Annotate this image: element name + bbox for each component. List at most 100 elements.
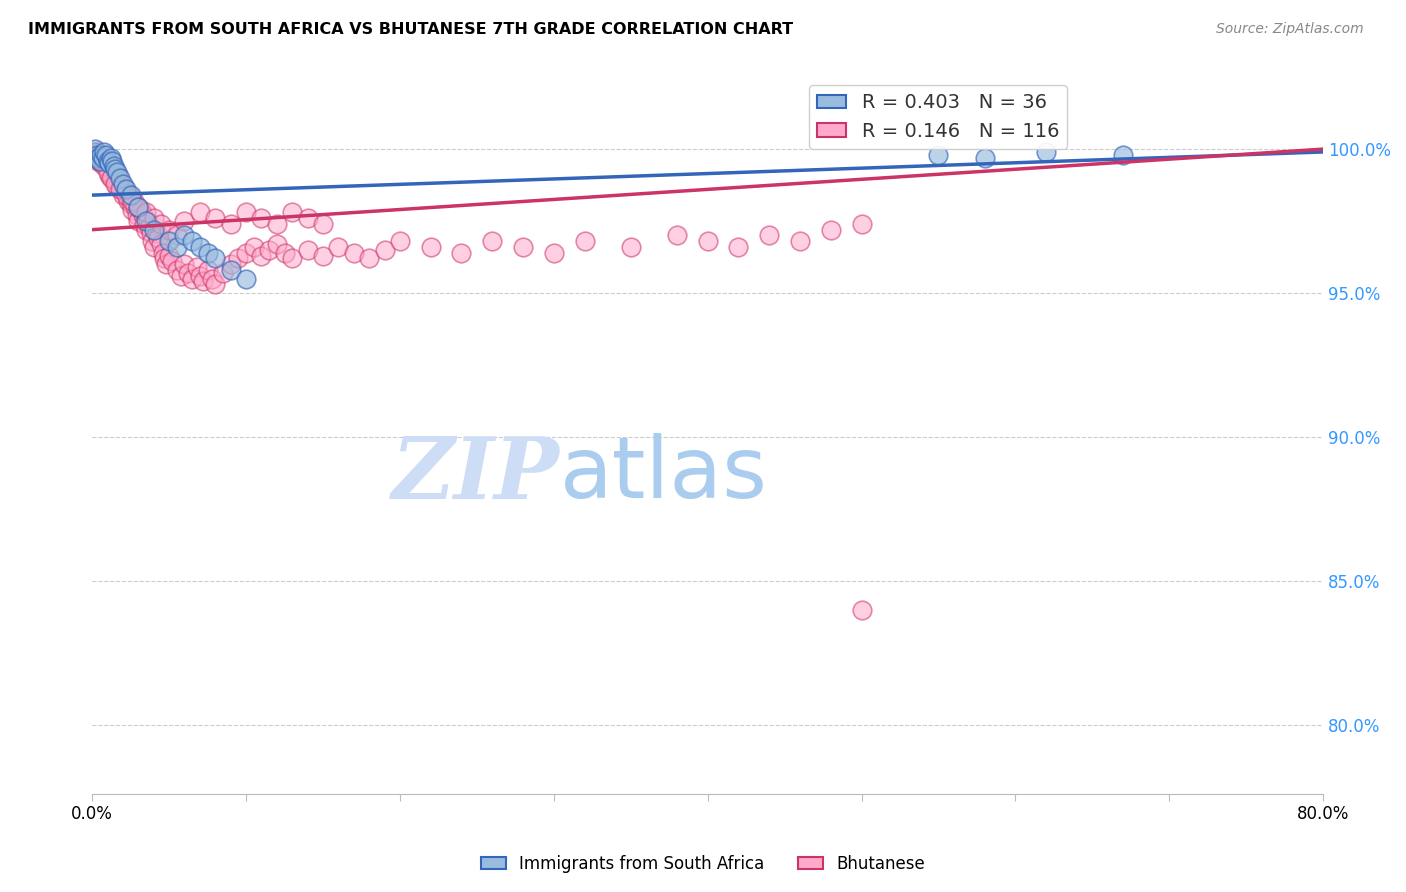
Point	[138, 219, 160, 234]
Point	[388, 234, 411, 248]
Point	[150, 217, 173, 231]
Point	[118, 188, 141, 202]
Point	[297, 243, 319, 257]
Point	[93, 160, 115, 174]
Point	[142, 211, 165, 226]
Point	[105, 179, 128, 194]
Point	[219, 257, 242, 271]
Point	[235, 271, 257, 285]
Point	[91, 148, 114, 162]
Point	[98, 156, 121, 170]
Point	[100, 162, 122, 177]
Point	[727, 240, 749, 254]
Point	[134, 217, 156, 231]
Point	[105, 165, 128, 179]
Point	[121, 202, 143, 217]
Point	[111, 188, 134, 202]
Point	[97, 153, 120, 168]
Point	[242, 240, 264, 254]
Point	[181, 234, 204, 248]
Point	[136, 214, 159, 228]
Point	[266, 217, 288, 231]
Point	[127, 200, 149, 214]
Point	[86, 145, 108, 159]
Point	[1035, 145, 1057, 159]
Point	[90, 148, 112, 162]
Point	[94, 148, 117, 162]
Point	[851, 602, 873, 616]
Point	[201, 271, 224, 285]
Point	[266, 237, 288, 252]
Point	[181, 271, 204, 285]
Point	[132, 208, 155, 222]
Point	[155, 257, 177, 271]
Point	[574, 234, 596, 248]
Point	[93, 145, 115, 159]
Point	[101, 153, 124, 168]
Point	[117, 194, 139, 208]
Point	[820, 222, 842, 236]
Point	[273, 245, 295, 260]
Point	[665, 228, 688, 243]
Point	[86, 148, 108, 162]
Point	[135, 214, 157, 228]
Point	[89, 151, 111, 165]
Point	[153, 252, 176, 266]
Point	[188, 240, 211, 254]
Point	[100, 151, 122, 165]
Point	[235, 245, 257, 260]
Point	[543, 245, 565, 260]
Point	[131, 202, 153, 217]
Point	[204, 277, 226, 292]
Point	[87, 148, 110, 162]
Point	[121, 194, 143, 208]
Text: IMMIGRANTS FROM SOUTH AFRICA VS BHUTANESE 7TH GRADE CORRELATION CHART: IMMIGRANTS FROM SOUTH AFRICA VS BHUTANES…	[28, 22, 793, 37]
Point	[142, 222, 165, 236]
Point	[188, 268, 211, 283]
Point	[122, 194, 145, 208]
Point	[111, 177, 134, 191]
Point	[328, 240, 350, 254]
Point	[115, 186, 138, 200]
Point	[93, 153, 115, 168]
Point	[141, 234, 163, 248]
Point	[115, 188, 138, 202]
Point	[97, 165, 120, 179]
Point	[758, 228, 780, 243]
Text: atlas: atlas	[560, 434, 768, 516]
Point	[157, 234, 180, 248]
Point	[83, 145, 105, 159]
Point	[108, 177, 131, 191]
Point	[114, 179, 136, 194]
Point	[90, 156, 112, 170]
Point	[120, 196, 142, 211]
Point	[139, 226, 162, 240]
Point	[359, 252, 381, 266]
Point	[419, 240, 441, 254]
Text: ZIP: ZIP	[392, 433, 560, 516]
Point	[219, 217, 242, 231]
Point	[186, 260, 208, 274]
Point	[115, 182, 138, 196]
Point	[1112, 148, 1135, 162]
Point	[125, 208, 148, 222]
Point	[166, 263, 188, 277]
Point	[160, 254, 183, 268]
Point	[851, 217, 873, 231]
Point	[157, 249, 180, 263]
Point	[281, 205, 304, 219]
Point	[170, 268, 193, 283]
Point	[98, 168, 121, 182]
Legend: R = 0.403   N = 36, R = 0.146   N = 116: R = 0.403 N = 36, R = 0.146 N = 116	[810, 86, 1067, 149]
Point	[104, 174, 127, 188]
Point	[166, 240, 188, 254]
Point	[973, 151, 995, 165]
Point	[90, 153, 112, 168]
Point	[373, 243, 395, 257]
Point	[127, 214, 149, 228]
Point	[789, 234, 811, 248]
Point	[120, 188, 142, 202]
Point	[204, 211, 226, 226]
Point	[197, 245, 219, 260]
Point	[104, 162, 127, 177]
